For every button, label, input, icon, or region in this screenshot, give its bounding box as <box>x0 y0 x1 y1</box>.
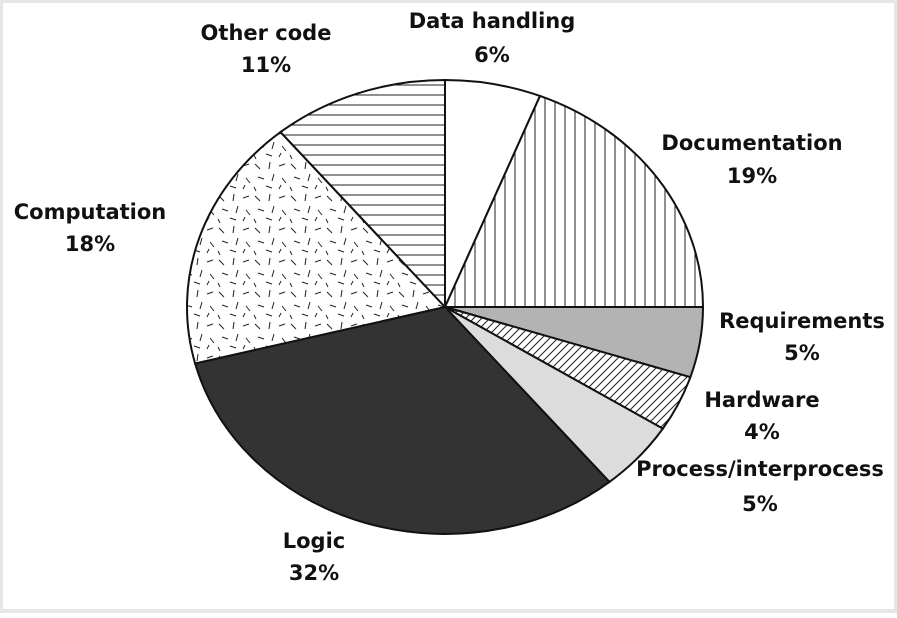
slice-value-label: 11% <box>241 53 291 77</box>
slice-label: Process/interprocess <box>636 457 884 481</box>
slice-label: Logic <box>283 529 346 553</box>
pie-slice-logic <box>193 305 611 535</box>
pie-slice-other-code <box>279 78 446 310</box>
slice-label: Computation <box>14 200 167 224</box>
frame-top <box>0 0 897 3</box>
slice-value-label: 4% <box>744 420 780 444</box>
slice-value-label: 5% <box>742 492 778 516</box>
pie-slice-documentation <box>443 94 705 308</box>
slice-label: Requirements <box>719 309 885 333</box>
frame-bottom <box>0 609 897 613</box>
slice-value-label: 6% <box>474 43 510 67</box>
slice-label: Data handling <box>409 9 576 33</box>
slice-value-label: 18% <box>65 232 115 256</box>
slice-value-label: 19% <box>727 164 777 188</box>
frame-right <box>894 0 897 613</box>
slice-value-label: 32% <box>289 561 339 585</box>
pie-labels: Data handling 6% Documentation 19% Requireme… <box>14 9 885 585</box>
frame-left <box>0 0 3 613</box>
slice-label: Hardware <box>704 388 819 412</box>
pie-slice-computation <box>186 130 447 365</box>
slice-label: Documentation <box>661 131 842 155</box>
slice-label: Other code <box>201 21 332 45</box>
pie-slices <box>186 78 705 535</box>
slice-value-label: 5% <box>784 341 820 365</box>
